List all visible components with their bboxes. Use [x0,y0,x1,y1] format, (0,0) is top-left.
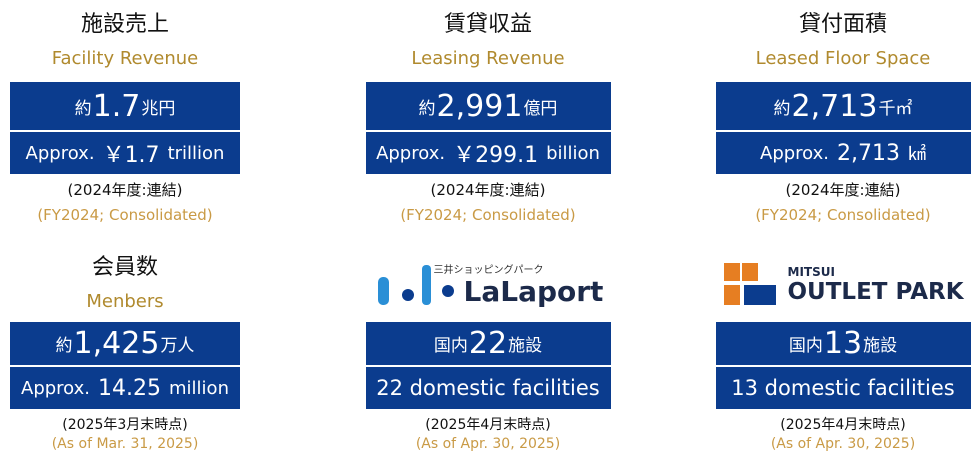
main-part: 兆円 [141,98,176,119]
main-part: 国内 [433,336,468,356]
logo-shape [421,265,431,305]
note: (2025年3月末時点) [62,417,188,433]
main-box: 国内 13 施設 [715,322,971,365]
main-part: 1.7 [92,88,141,124]
sub-part: trillion [167,142,225,164]
note-en: (FY2024; Consolidated) [400,206,576,224]
sub-part: ㎢ [908,144,926,165]
sub-part: Approx. [21,377,91,399]
main-part: 約 [418,98,436,119]
main-part: 13 [823,326,863,361]
main-box: 約 1.7 兆円 [10,82,240,130]
logo-shape [743,285,776,305]
main-box: 国内 22 施設 [365,322,611,365]
cell-subtitle: Menbers [86,291,164,312]
cell-subtitle: Facility Revenue [51,48,199,69]
sub-part: Approx. [376,142,446,164]
sub-part: 22 domestic facilities [376,376,600,400]
logo-icon [377,265,454,305]
main-part: 約 [773,98,791,119]
note-en: (As of Apr. 30, 2025) [415,436,561,452]
note: (2024年度:連結) [785,181,901,199]
logo-name: OUTLET PARK [787,279,964,305]
sub-part: million [169,377,229,399]
sub-box: Approx. 2,713 ㎢ [715,132,971,174]
sub-part: 14.25 [98,375,162,401]
cell-subtitle: Leased Floor Space [755,48,931,69]
logo: 三井ショッピングパーク LaLaport [366,255,611,315]
sub-box: 22 domestic facilities [365,367,611,409]
note-en: (As of Apr. 30, 2025) [770,436,916,452]
logo-brand: MITSUI [787,265,835,279]
main-part: 2,713 [791,88,878,124]
logo-caption: 三井ショッピングパーク [433,265,544,276]
main-part: 施設 [508,336,543,356]
main-part: 約 [74,98,92,119]
note: (2025年4月末時点) [425,417,551,433]
main-part: 1,425 [73,326,160,361]
note-en: (As of Mar. 31, 2025) [51,436,199,452]
main-box: 約 1,425 万人 [10,322,240,365]
logo-shape [377,277,389,305]
cell-title: 施設売上 [80,12,169,37]
logo-shape [401,289,414,301]
cell-title: 賃貸収益 [443,12,532,37]
logo-shape [723,263,740,281]
sub-box: Approx. ￥299.1 billion [365,132,611,174]
cell-subtitle: Leasing Revenue [411,48,565,69]
note-en: (FY2024; Consolidated) [755,206,931,224]
cell-title: 貸付面積 [798,12,887,37]
cell-title: 会員数 [91,255,158,280]
sub-box: Approx. 14.25 million [10,367,240,409]
sub-part: Approx. [25,142,95,164]
logo-name: LaLaport [463,275,604,308]
main-part: 22 [468,326,508,361]
note: (2024年度:連結) [67,181,183,199]
sub-part: 13 domestic facilities [731,376,955,400]
sub-part: ￥1.7 [102,143,160,168]
main-part: 2,991 [436,88,523,124]
sub-part: Approx. [760,142,830,164]
sub-box: 13 domestic facilities [715,367,971,409]
main-part: 千㎡ [878,98,913,119]
note-en: (FY2024; Consolidated) [37,206,213,224]
sub-part: 2,713 [837,140,900,166]
sub-part: billion [546,142,600,164]
logo-shape [723,285,740,305]
main-part: 国内 [788,336,823,356]
logo: MITSUI OUTLET PARK [716,255,971,315]
note: (2024年度:連結) [430,181,546,199]
main-box: 約 2,991 億円 [365,82,611,130]
note: (2025年4月末時点) [780,417,906,433]
logo-shape [741,263,758,281]
logo-icon [723,263,776,305]
logo-shape [441,285,454,297]
sub-box: Approx. ￥1.7 trillion [10,132,240,174]
main-box: 約 2,713 千㎡ [715,82,971,130]
main-part: 万人 [160,336,195,356]
main-part: 約 [55,336,73,356]
sub-part: ￥299.1 [453,143,539,168]
main-part: 施設 [863,336,898,356]
main-part: 億円 [523,98,558,119]
